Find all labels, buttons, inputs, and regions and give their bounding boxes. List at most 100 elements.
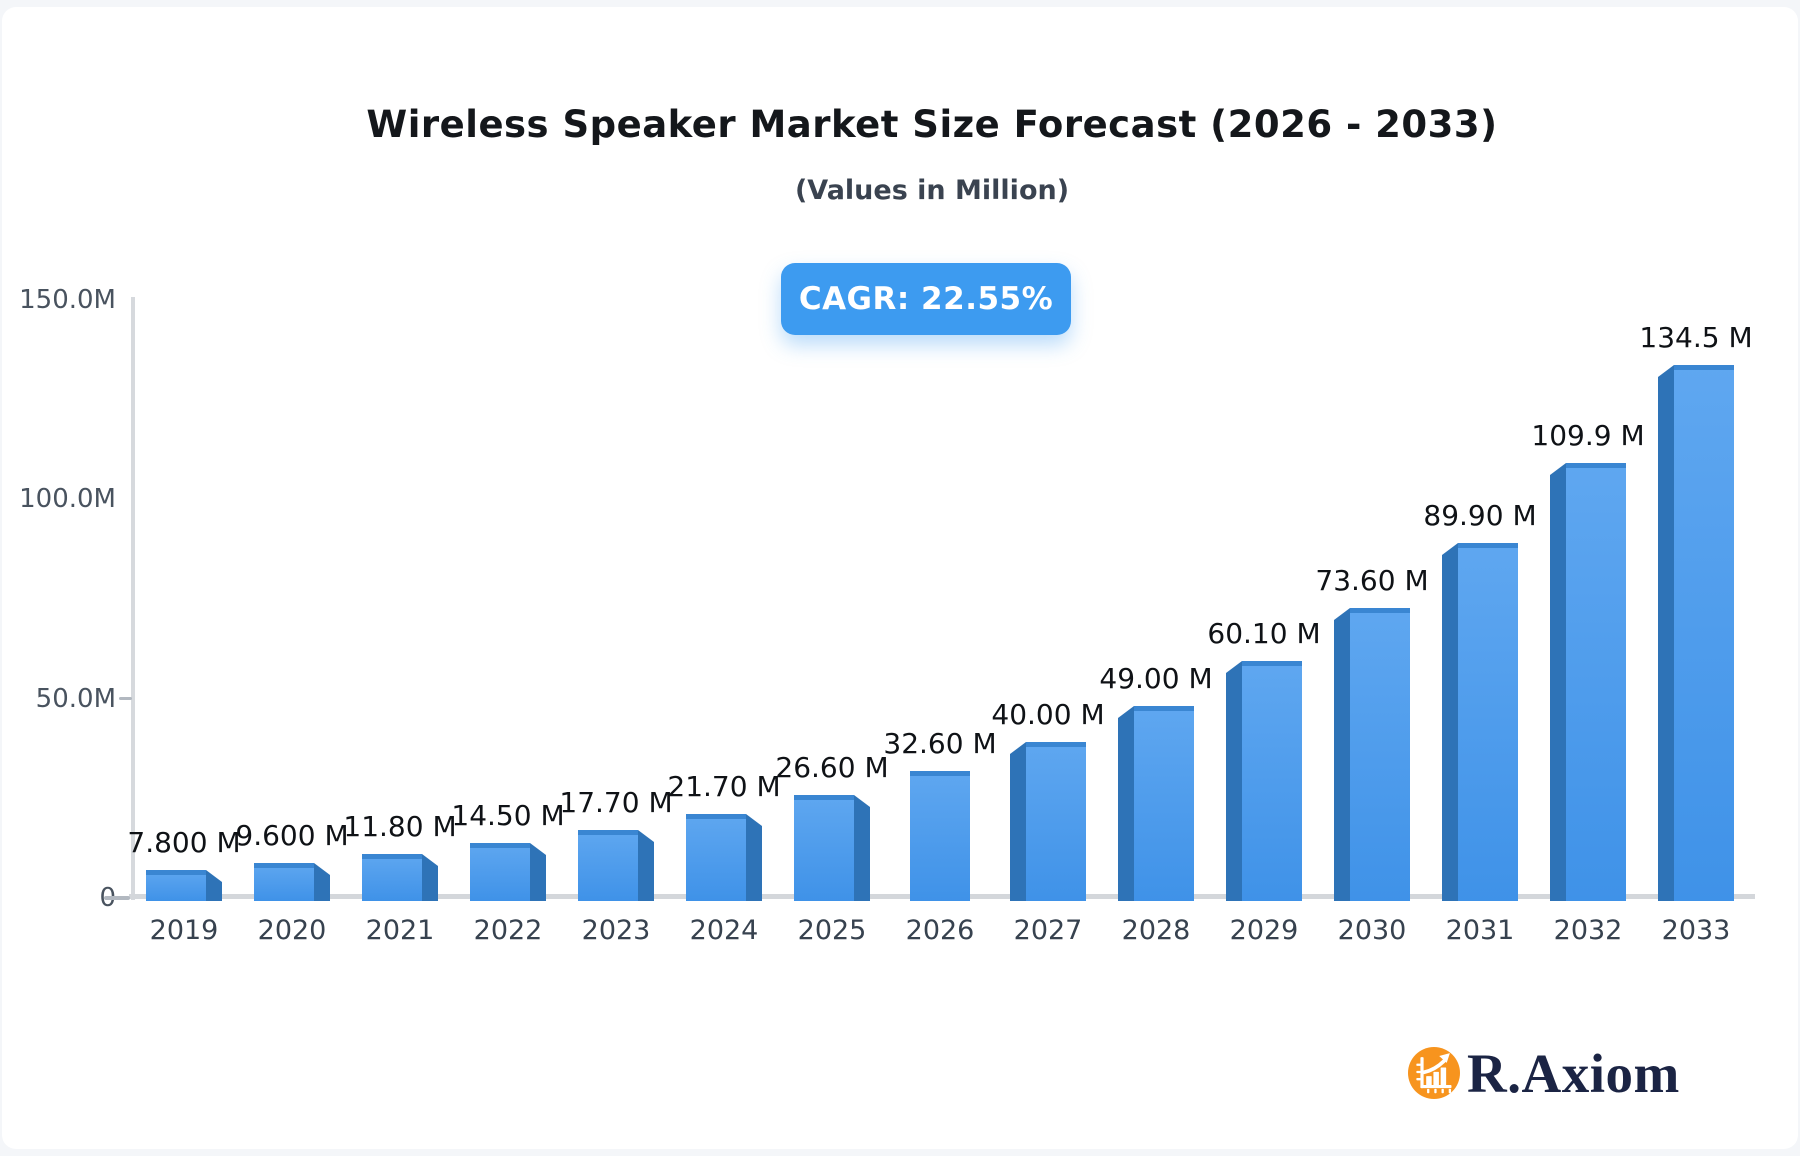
- bar-2019: [146, 870, 222, 901]
- bar-2031: [1442, 543, 1518, 901]
- bar-top-edge: [578, 830, 638, 835]
- x-tick-label: 2032: [1553, 915, 1623, 946]
- x-tick-label: 2022: [473, 915, 543, 946]
- y-tick-label: 50.0M: [35, 683, 116, 714]
- bar-side: [1442, 543, 1458, 901]
- bar-face: [578, 830, 638, 901]
- bar-face: [910, 771, 970, 901]
- y-tick-label: 150.0M: [19, 285, 116, 315]
- x-tick-label: 2024: [689, 915, 759, 946]
- chart-card: Wireless Speaker Market Size Forecast (2…: [2, 7, 1798, 1149]
- bar-face: [1566, 463, 1626, 901]
- bar-side: [638, 830, 654, 901]
- bar-top-edge: [254, 863, 314, 868]
- bar-face: [146, 870, 206, 901]
- bar-value-label: 11.80 M: [343, 810, 457, 843]
- bar-top-edge: [1458, 543, 1518, 548]
- x-tick-label: 2027: [1013, 915, 1083, 946]
- bar-side: [206, 870, 222, 901]
- bar-2021: [362, 854, 438, 901]
- bar-side: [1118, 706, 1134, 901]
- y-tick-label: 100.0M: [19, 484, 116, 515]
- x-tick-label: 2031: [1445, 915, 1515, 946]
- logo-text: R.Axiom: [1467, 1042, 1680, 1104]
- bar-value-label: 89.90 M: [1423, 499, 1537, 532]
- chart-title: Wireless Speaker Market Size Forecast (2…: [366, 103, 1498, 146]
- bar-value-label: 40.00 M: [991, 698, 1105, 731]
- bar-face: [686, 814, 746, 901]
- bar-top-edge: [794, 795, 854, 800]
- bar-side: [746, 814, 762, 901]
- bar-2022: [470, 843, 546, 901]
- x-tick-label: 2033: [1661, 915, 1731, 946]
- bar-2020: [254, 863, 330, 901]
- x-tick-label: 2021: [365, 915, 435, 946]
- bar-value-label: 134.5 M: [1639, 321, 1753, 354]
- bar-value-label: 21.70 M: [667, 770, 781, 803]
- bar-value-label: 49.00 M: [1099, 662, 1213, 695]
- bar-top-edge: [1026, 742, 1086, 747]
- y-tick-mark: [119, 696, 132, 700]
- bar-side: [1550, 463, 1566, 901]
- bar-value-label: 9.600 M: [235, 819, 349, 852]
- bar-2024: [686, 814, 762, 901]
- bar-value-label: 73.60 M: [1315, 564, 1429, 597]
- bar-value-label: 14.50 M: [451, 799, 565, 832]
- x-tick-label: 2019: [149, 915, 219, 946]
- bar-side: [530, 843, 546, 901]
- bar-top-edge: [470, 843, 530, 848]
- bar-face: [254, 863, 314, 901]
- bar-value-label: 26.60 M: [775, 751, 889, 784]
- bar-top-edge: [686, 814, 746, 819]
- bar-2026: [910, 771, 970, 901]
- bar-side: [314, 863, 330, 901]
- bar-face: [1458, 543, 1518, 901]
- logo-bar-chart-icon: [1408, 1047, 1460, 1099]
- bar-2028: [1118, 706, 1194, 901]
- bar-2023: [578, 830, 654, 901]
- bar-top-edge: [1242, 661, 1302, 666]
- bar-top-edge: [1566, 463, 1626, 468]
- bar-face: [1134, 706, 1194, 901]
- bar-top-edge: [146, 870, 206, 875]
- x-tick-label: 2028: [1121, 915, 1191, 946]
- bar-side: [1334, 608, 1350, 901]
- bar-top-edge: [1134, 706, 1194, 711]
- bar-face: [1242, 661, 1302, 901]
- bar-value-label: 32.60 M: [883, 727, 997, 760]
- x-tick-label: 2023: [581, 915, 651, 946]
- bar-face: [1674, 365, 1734, 901]
- bar-2033: [1658, 365, 1734, 901]
- brand-logo: R.Axiom: [1408, 1044, 1680, 1102]
- x-tick-label: 2020: [257, 915, 327, 946]
- bar-face: [470, 843, 530, 901]
- x-tick-label: 2025: [797, 915, 867, 946]
- y-tick-label: 0: [2, 881, 116, 915]
- bar-side: [1658, 365, 1674, 901]
- bar-value-label: 109.9 M: [1531, 419, 1645, 452]
- bar-top-edge: [910, 771, 970, 776]
- y-axis-line: [131, 297, 135, 900]
- bar-2030: [1334, 608, 1410, 901]
- bar-2029: [1226, 661, 1302, 901]
- bar-side: [1010, 742, 1026, 901]
- bar-side: [854, 795, 870, 901]
- bar-top-edge: [1674, 365, 1734, 370]
- bar-face: [362, 854, 422, 901]
- x-tick-label: 2030: [1337, 915, 1407, 946]
- bar-2032: [1550, 463, 1626, 901]
- cagr-badge: CAGR: 22.55%: [781, 263, 1071, 335]
- chart-subtitle: (Values in Million): [794, 175, 1070, 206]
- x-tick-label: 2026: [905, 915, 975, 946]
- bar-value-label: 17.70 M: [559, 786, 673, 819]
- bar-value-label: 7.800 M: [127, 826, 241, 859]
- bar-face: [1350, 608, 1410, 901]
- bar-top-edge: [362, 854, 422, 859]
- bar-2025: [794, 795, 870, 901]
- bar-chart: 150.0M 100.0M 50.0M 0 7.800 M9.600 M11.80 M…: [2, 7, 1798, 1149]
- bar-value-label: 60.10 M: [1207, 617, 1321, 650]
- bar-2027: [1010, 742, 1086, 901]
- x-tick-label: 2029: [1229, 915, 1299, 946]
- bar-face: [1026, 742, 1086, 901]
